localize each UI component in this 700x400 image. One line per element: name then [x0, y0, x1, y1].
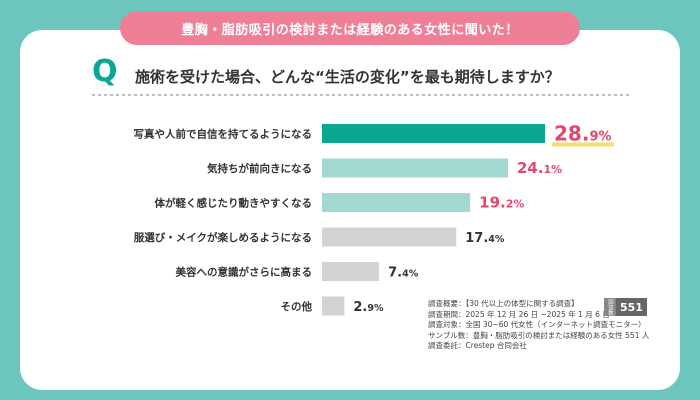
survey-line-commission: 調査委託：Crestep 合同会社 [428, 341, 527, 351]
category-label: 写真や人前で自信を持てるようになる [134, 128, 313, 141]
sample-size-label: 回答数 [604, 298, 616, 316]
top-value-underline [552, 142, 614, 147]
category-label: 服選び・メイクが楽しめるようになる [134, 231, 312, 244]
category-label: 体が軽く感じたり動きやすくなる [155, 197, 313, 210]
category-label: その他 [281, 300, 313, 313]
bar [322, 124, 545, 143]
survey-notes: 調査概要：【30 代以上の体型に関する調査】 調査期間：2025 年 12 月 … [428, 299, 668, 352]
bar [322, 296, 345, 316]
bar [322, 158, 508, 178]
sample-size-value: 551 [616, 298, 647, 316]
survey-line-period: 調査期間：2025 年 12 月 26 日 ~2025 年 1 月 6 日 [428, 309, 610, 319]
title-banner: 豊胸・脂肪吸引の検討または経験のある女性に聞いた！ [120, 11, 580, 45]
survey-line-target: 調査対象：全国 30~60 代女性（インターネット調査モニター） [428, 320, 646, 330]
value-label: 19.2% [479, 194, 524, 212]
bar [322, 262, 380, 281]
sample-size-badge: 回答数 551 [604, 298, 647, 316]
value-label: 17.4% [465, 231, 505, 246]
bar [322, 193, 471, 212]
bar [322, 227, 457, 247]
value-label: 24.1% [517, 159, 562, 177]
value-label: 7.4% [388, 266, 419, 281]
survey-line-overview: 調査概要：【30 代以上の体型に関する調査】 [428, 299, 579, 308]
value-label: 2.9% [353, 300, 384, 315]
banner-text: 豊胸・脂肪吸引の検討または経験のある女性に聞いた！ [181, 22, 519, 38]
question-text: 施術を受けた場合、どんな“生活の変化”を最も期待しますか？ [135, 68, 560, 86]
question-mark-label: Q [92, 54, 118, 89]
value-label: 28.9% [554, 122, 612, 146]
question-divider [92, 94, 632, 96]
category-label: 美容への意識がさらに高まる [176, 266, 313, 279]
category-label: 気持ちが前向きになる [206, 162, 312, 175]
survey-line-sample: サンプル数：豊胸・脂肪吸引の検討または経験のある女性 551 人 [428, 330, 650, 340]
